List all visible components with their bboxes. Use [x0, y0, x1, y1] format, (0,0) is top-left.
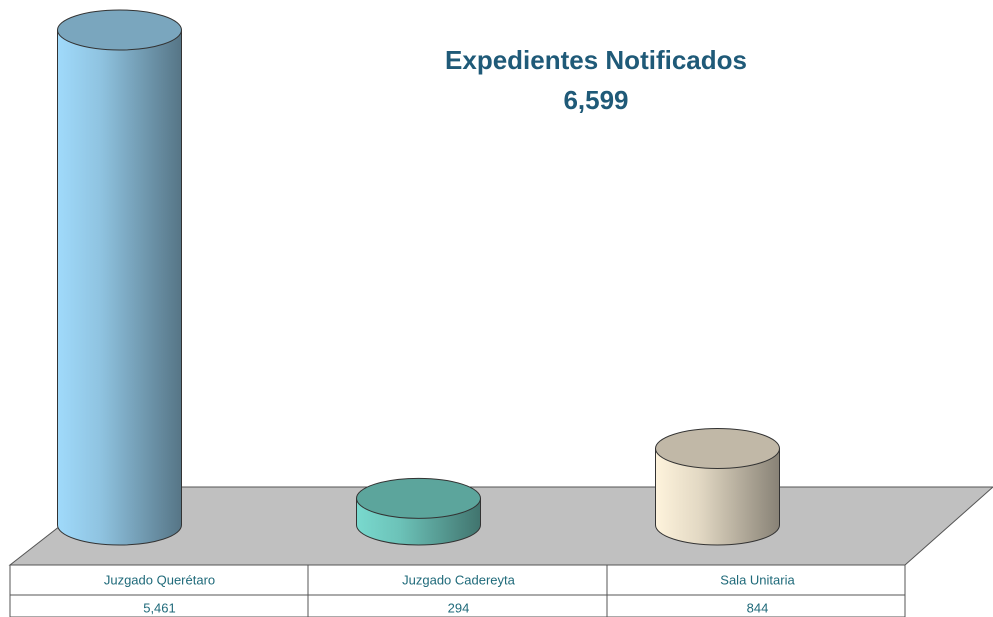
category-label: Sala Unitaria	[720, 572, 795, 587]
cylinder-top	[655, 427, 780, 469]
value-label: 5,461	[143, 600, 176, 615]
cylinder	[655, 447, 780, 546]
cylinder	[57, 29, 182, 546]
value-label: 294	[448, 600, 470, 615]
category-label: Juzgado Querétaro	[104, 572, 215, 587]
cylinder-top	[356, 477, 481, 519]
cylinder-top	[57, 9, 182, 51]
chart-title: Expedientes Notificados	[445, 45, 747, 75]
chart-subtitle: 6,599	[563, 85, 628, 115]
value-label: 844	[747, 600, 769, 615]
category-label: Juzgado Cadereyta	[402, 572, 516, 587]
data-table	[9, 564, 906, 617]
